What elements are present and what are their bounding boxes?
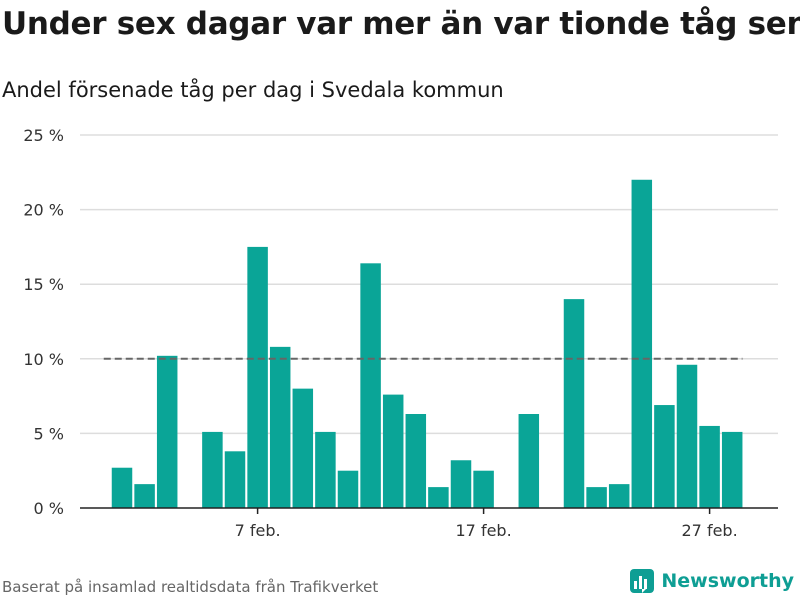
bar [405, 414, 427, 508]
grid-lines [80, 134, 778, 435]
bar [631, 179, 653, 508]
bar [654, 405, 675, 508]
x-axis-tick-labels: 7 feb. 17 feb. 27 feb. [235, 508, 738, 540]
newsworthy-logo-icon [630, 569, 655, 593]
bar [586, 487, 607, 508]
y-tick-label: 20 % [23, 201, 64, 220]
bar [721, 431, 743, 508]
source-note: Baserat på insamlad realtidsdata från Tr… [2, 578, 379, 596]
y-tick-label: 10 % [23, 350, 64, 369]
y-axis-tick-labels: 0 % 5 % 10 % 15 % 20 % 25 % [23, 126, 64, 518]
brand-logo: Newsworthy [629, 568, 794, 594]
x-tick-label: 17 feb. [456, 521, 512, 540]
bars [111, 179, 743, 508]
bar [337, 470, 359, 508]
x-tick-label: 7 feb. [235, 521, 281, 540]
bar [247, 246, 268, 508]
bar [202, 431, 223, 508]
y-tick-label: 25 % [23, 126, 64, 145]
chart-title: Under sex dagar var mer än var tionde tå… [2, 6, 800, 42]
bar [360, 263, 381, 508]
y-tick-label: 5 % [34, 424, 64, 443]
bar [111, 467, 133, 508]
y-tick-label: 0 % [34, 499, 64, 518]
bar [450, 460, 472, 508]
bar [473, 470, 494, 508]
bar [608, 484, 630, 508]
bar [224, 451, 246, 508]
bar [563, 299, 585, 508]
brand-name: Newsworthy [661, 570, 794, 592]
bar [269, 346, 291, 508]
y-tick-label: 15 % [23, 275, 64, 294]
bar [699, 425, 720, 508]
chart-subtitle: Andel försenade tåg per dag i Svedala ko… [2, 78, 504, 102]
bar-chart: 0 % 5 % 10 % 15 % 20 % 25 % 7 feb. 17 feb. 27 f… [23, 126, 778, 540]
bar [428, 487, 449, 508]
bar [676, 364, 698, 508]
bar [156, 355, 178, 508]
bar [518, 414, 540, 508]
bar [292, 388, 314, 508]
bar [382, 394, 404, 508]
x-tick-label: 27 feb. [682, 521, 738, 540]
bar [315, 431, 336, 508]
bar [134, 484, 155, 508]
